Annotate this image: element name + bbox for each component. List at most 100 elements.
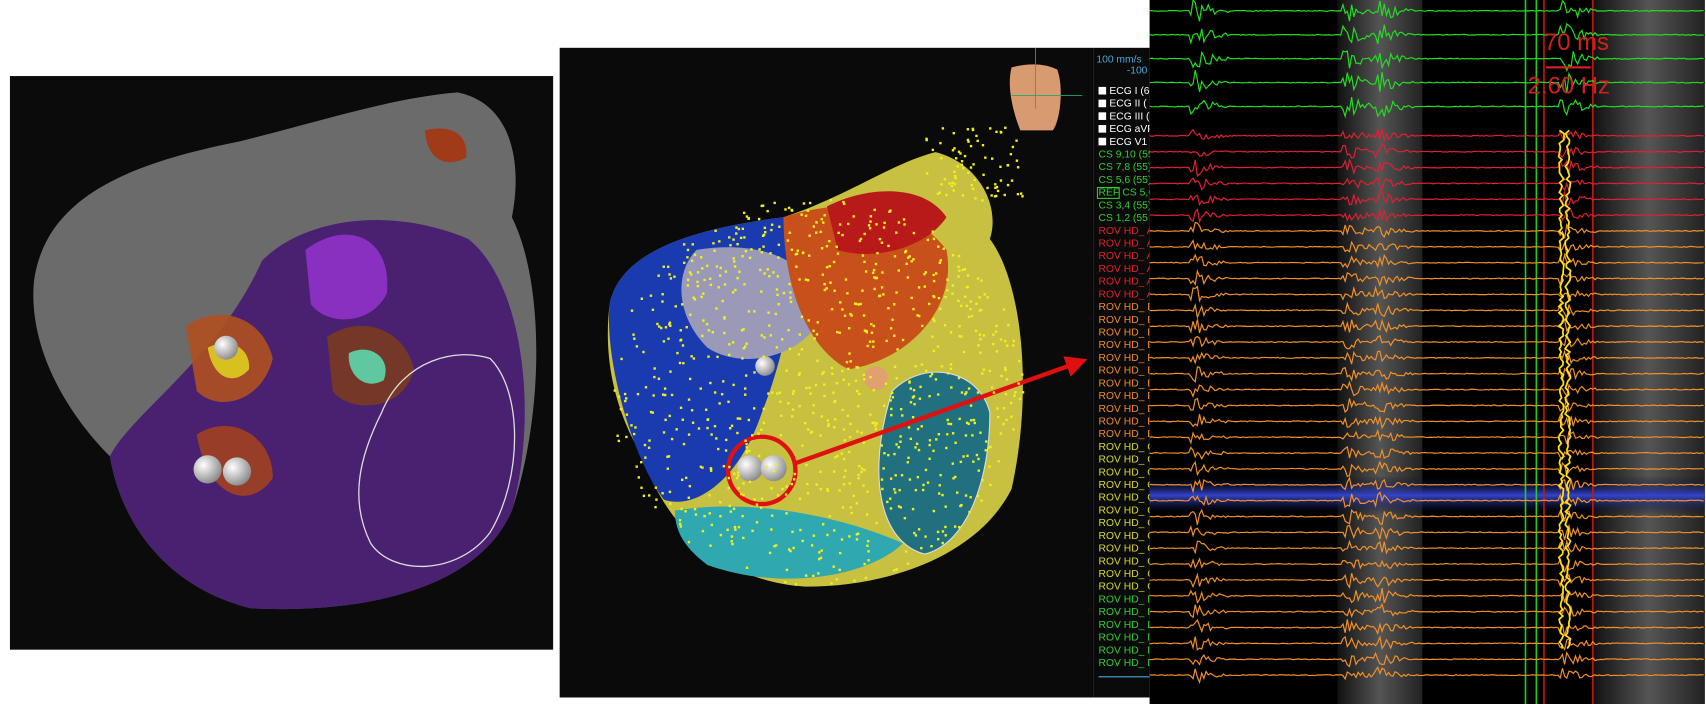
point [865,329,868,333]
point [917,528,921,531]
point [747,216,751,220]
point [794,583,798,586]
point [938,261,941,265]
point [1003,193,1006,197]
point [994,186,997,190]
point [689,313,692,316]
point [916,475,920,479]
point [745,449,749,453]
point [742,536,745,540]
point [798,333,802,336]
point [960,391,964,394]
point [939,307,942,311]
point [825,244,829,248]
point [946,433,949,436]
point [906,256,910,259]
point [999,432,1003,435]
point [786,239,790,242]
point [969,300,972,303]
point [971,128,975,132]
point [995,324,998,328]
point [753,498,756,501]
point [937,393,940,396]
point [780,338,784,341]
point [999,165,1002,168]
point [768,551,772,555]
point [846,414,850,418]
point [767,311,770,314]
point [975,453,979,457]
point [1009,153,1013,156]
point [842,457,846,461]
point [787,548,791,551]
point [701,466,704,469]
point [985,440,988,443]
point [834,456,837,459]
point [705,322,709,326]
point [872,324,876,328]
point [961,268,965,272]
point [836,252,840,255]
point [866,344,869,348]
point [718,240,721,243]
point [784,581,787,584]
point [807,319,810,322]
trace [1149,366,1704,384]
point [951,284,955,287]
point [987,446,990,449]
point [691,243,694,246]
point [785,369,788,372]
point [815,333,819,336]
point [699,465,703,469]
point [863,468,866,472]
point [798,405,801,408]
point [760,506,763,509]
point [690,409,694,412]
point [832,260,836,264]
point [922,488,925,492]
point [897,446,900,449]
point [975,302,978,305]
point [938,484,941,487]
point [772,470,776,473]
point [664,418,667,422]
point [932,509,936,513]
point [763,272,766,275]
point [939,259,942,262]
point [901,338,905,342]
point [763,226,767,230]
point [864,270,868,273]
point [939,473,942,477]
point [936,537,940,541]
point [636,392,640,396]
trace [1149,221,1704,239]
point [817,572,820,575]
channel-label: ROV HD_ A [1099,239,1154,250]
point [1006,164,1009,167]
point [682,362,685,365]
point [791,415,794,418]
point [658,325,661,328]
point [723,317,726,320]
point [908,478,912,481]
point [904,250,907,254]
point [720,393,724,396]
point [813,337,816,340]
point [893,488,896,491]
point [679,338,683,342]
point [619,408,623,411]
point [755,503,759,506]
point [840,538,844,541]
point [858,392,861,396]
point [908,381,911,384]
checkbox [1098,86,1107,95]
point [855,389,859,393]
point [682,442,686,446]
point [847,367,850,371]
point [855,538,859,541]
point [889,477,893,480]
point [952,477,955,480]
point [935,438,938,441]
point [993,195,997,198]
trace [1149,666,1704,685]
